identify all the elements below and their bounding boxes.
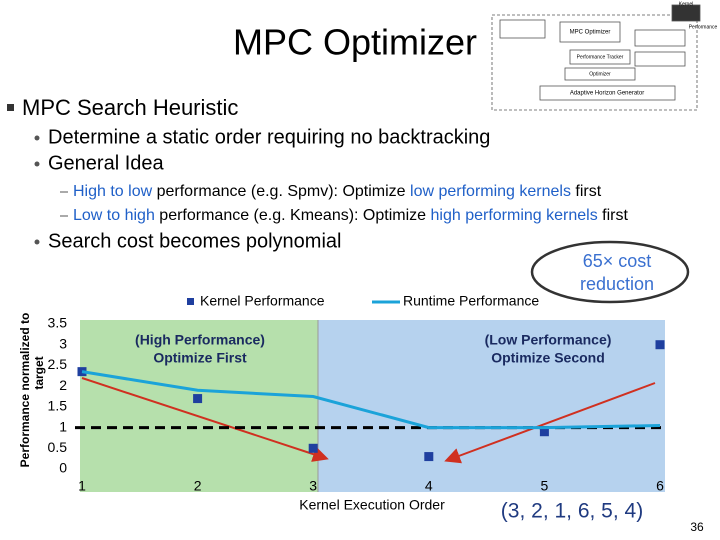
region-high: [80, 320, 318, 492]
arrow: [81, 377, 329, 462]
diagram-label: Adaptive Horizon Generator: [570, 91, 644, 97]
diagram-box: [559, 21, 621, 43]
legend-label: Kernel Performance: [200, 293, 325, 309]
sub-item-part: first: [571, 183, 602, 200]
diagram-label: MPC Optimizer: [570, 30, 611, 36]
bullet-main: MPC Search Heuristic: [22, 95, 238, 120]
sub-item-part: performance (e.g. Kmeans): Optimize: [155, 207, 431, 224]
diagram-box: [634, 51, 686, 67]
annotation: Optimize First: [153, 350, 247, 366]
bullet-item: Search cost becomes polynomial: [48, 230, 341, 252]
y-tick-label: 2.5: [48, 356, 68, 372]
y-tick-label: 3: [59, 335, 67, 351]
sub-items: High to low performance (e.g. Spmv): Opt…: [73, 183, 628, 224]
annotation: (High Performance): [135, 332, 265, 348]
callout-text: reduction: [580, 274, 654, 294]
runtime-line: [81, 370, 661, 430]
diagram-label: Kernel: [679, 1, 693, 7]
bullet-item: Determine a static order requiring no ba…: [48, 126, 490, 148]
diagram-box: [564, 67, 636, 81]
diagram-label: Optimizer: [589, 71, 611, 77]
y-tick-label: 3.5: [48, 315, 68, 331]
x-tick-label: 2: [194, 478, 202, 494]
page-number: 36: [690, 520, 704, 534]
y-tick-label: 1: [59, 418, 67, 434]
diagram-box: [634, 29, 686, 47]
legend-swatch: [187, 298, 194, 305]
x-tick-label: 4: [425, 478, 433, 494]
y-tick-label: 0: [59, 460, 67, 476]
sub-item-part: first: [598, 207, 629, 224]
legend-label: Runtime Performance: [403, 293, 539, 309]
diagram-box: [539, 85, 676, 101]
diagram-box: [569, 49, 631, 65]
sub-item: Low to high performance (e.g. Kmeans): O…: [73, 207, 628, 224]
chart: 0 0.5 1 1.5 2 2.5 3 3.5 1 2 3 4 5 6 Performance normal…: [18, 293, 665, 513]
y-tick-label: 1.5: [48, 398, 68, 414]
sub-item-part: low performing kernels: [410, 183, 571, 200]
x-tick-label: 1: [78, 478, 86, 494]
sub-item-part: High to low: [73, 183, 153, 200]
arrow: [444, 382, 656, 464]
sub-item-part: performance (e.g. Spmv): Optimize: [152, 183, 410, 200]
callout-cloud: 65× cost reduction: [530, 240, 690, 304]
bullet: [34, 161, 40, 167]
region-low: [318, 320, 665, 492]
diagram-label: Performance: [689, 24, 718, 30]
bullet: [34, 135, 40, 141]
diagram-box: [499, 19, 546, 39]
sub-item: High to low performance (e.g. Spmv): Opt…: [73, 183, 602, 200]
kernel-marker: [539, 427, 549, 437]
x-tick-label: 3: [309, 478, 317, 494]
bullet: [7, 104, 14, 111]
diagram-frame: [491, 14, 698, 111]
x-tick-label: 5: [541, 478, 549, 494]
diagram-label: Performance Tracker: [577, 54, 624, 60]
x-tick-label: 6: [656, 478, 664, 494]
callout-text: 65× cost: [583, 251, 652, 271]
order: (3, 2, 1, 6, 5, 4): [501, 500, 643, 523]
y-axis-label: target: [32, 356, 46, 389]
kernel-marker: [655, 340, 665, 350]
y-tick-label: 2: [59, 377, 67, 393]
sub-item-part: high performing kernels: [431, 207, 598, 224]
annotation: (Low Performance): [485, 332, 612, 348]
architecture-diagram: [491, 4, 701, 111]
y-axis-label: Performance normalized to: [18, 313, 32, 468]
sub-item-part: Low to high: [73, 207, 155, 224]
x-axis-label: Kernel Execution Order: [299, 497, 445, 513]
chip: [671, 4, 701, 22]
kernel-marker: [308, 443, 318, 453]
slide-title: MPC Optimizer: [233, 22, 477, 63]
annotation: Optimize Second: [491, 350, 605, 366]
bullet: [34, 239, 40, 245]
kernel-marker: [424, 452, 434, 462]
cloud: [530, 240, 690, 304]
kernel-marker: [193, 394, 203, 404]
bullet-item: General Idea: [48, 152, 165, 174]
y-tick-label: 0.5: [48, 439, 68, 455]
